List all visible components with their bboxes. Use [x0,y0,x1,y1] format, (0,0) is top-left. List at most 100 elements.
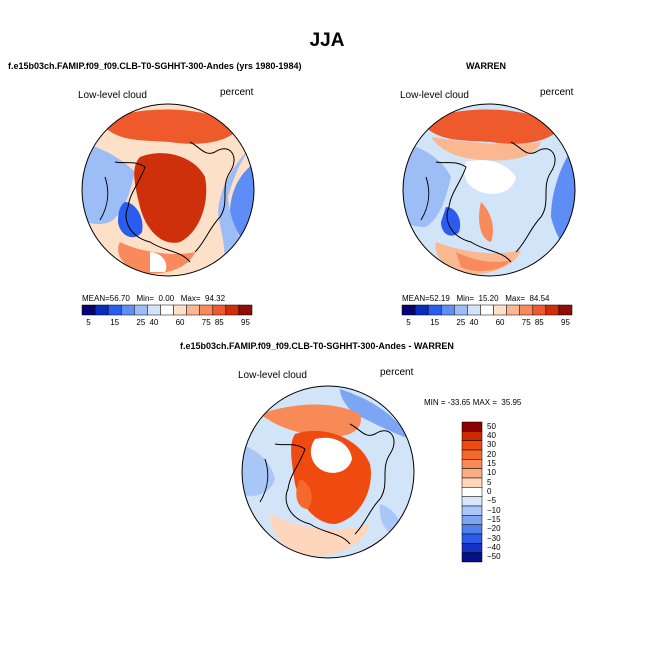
panel1-stats: MEAN=56.70 Min= 0.00 Max= 94.32 [82,294,226,303]
panel2-field-blue-west [403,142,451,227]
panel1-colorbar-box [199,304,214,316]
panel3-colorbar-tick-label: 30 [487,440,496,450]
panel1-colorbar-tick-label: 40 [149,318,159,327]
panel1-colorbar-box [134,304,148,316]
panel1-colorbar-box [225,304,240,316]
panel2-field-peach-top [431,137,541,161]
panel2-variable-label: Low-level cloud [400,90,469,101]
panel1-colorbar-tick-label: 25 [136,318,146,327]
panel3-colorbar-box [461,533,483,544]
panel3-colorbar-tick-label: −40 [487,543,501,552]
panel1-variable-label: Low-level cloud [78,90,147,101]
panel2-colorbar-box [480,304,494,316]
panel1-colorbar-box [107,304,122,316]
panel2-colorbar-box [545,304,560,316]
panel3-field-orange-north [260,404,361,437]
panel3-colorbar-box [461,552,483,563]
panel2-field-white-center [464,160,516,194]
panel3-colorbar-box [461,543,483,553]
panel3-colorbar-tick-label: 20 [487,449,496,459]
panel3-stats: MIN = -33.65 MAX = 35.95 [424,398,522,407]
panel3-colorbar-tick-label: −20 [487,524,501,534]
panel3-colorbar-box [461,496,483,507]
panel2-field-orange-bottom [456,252,511,272]
panel2-stats: MEAN=52.19 Min= 15.20 Max= 84.54 [402,294,550,303]
panel3-colorbar-box [461,468,483,479]
panel1-colorbar [81,304,253,316]
panel1-colorbar-tick-label: 85 [214,318,224,327]
panel1-subtitle: f.e15b03ch.FAMIP.f09_f09.CLB-T0-SGHHT-30… [8,61,302,71]
panel2-colorbar-tick-label: 95 [561,318,570,327]
panel3-colorbar-box [461,459,483,469]
panel1-colorbar-tick-label: 60 [175,318,185,327]
panel3-colorbar-tick-label: 40 [487,431,496,440]
panel3-colorbar-box [461,524,483,535]
panel3-colorbar-box [461,431,483,441]
panel3-colorbar-labels: 50 40 30 20 15 10 5 0 −5 −10 −15 −20 −30 −40 −50 [487,422,527,562]
panel2-colorbar-box [493,304,507,316]
panel3-colorbar-box [461,487,483,497]
panel1-field-blue-east-light [218,142,254,276]
panel1-colorbar-box [81,304,96,316]
panel2-colorbar-tick-label: 85 [534,318,544,327]
panel3-colorbar-tick-label: −5 [487,496,497,506]
panel2-colorbar-box [401,304,416,316]
panel3-colorbar [461,421,483,563]
panel2-colorbar-tick-label: 75 [521,318,531,327]
panel2-field-peach-strip [479,202,493,242]
panel2-colorbar-labels: 5 15 25 40 60 75 85 95 [402,318,572,328]
panel2-colorbar-box [414,304,429,316]
panel3-colorbar-tick-label: 0 [487,487,492,496]
panel1-colorbar-tick-label: 95 [241,318,250,327]
panel3-colorbar-box [461,449,483,460]
panel3-field-white-pole [310,437,352,473]
page-title: JJA [309,30,345,51]
panel1-colorbar-box [212,304,227,316]
panel3-colorbar-box [461,477,483,488]
panel3-field-blue-west [242,444,275,496]
panel2-colorbar-box [532,304,547,316]
panel1-field-red-top [100,109,240,144]
panel3-colorbar-box [461,440,483,451]
panel1-colorbar-tick-label: 15 [110,318,120,327]
panel1-colorbar-box [94,304,109,316]
panel3-colorbar-tick-label: −30 [487,533,501,543]
panel3-colorbar-tick-label: −50 [487,552,501,562]
panel2-colorbar-box [454,304,468,316]
panel3-coastline [259,423,395,545]
panel3-colorbar-box [461,505,483,516]
panel1-coastline [99,141,235,263]
panel3-colorbar-tick-label: 5 [487,477,492,487]
panel3-colorbar-tick-label: 10 [487,468,496,478]
panel3-colorbar-box [461,515,483,525]
panel1-field-red-center [134,153,207,243]
panel3-subtitle: f.e15b03ch.FAMIP.f09_f09.CLB-T0-SGHHT-30… [180,341,454,351]
panel2-field-blue-hudson [441,207,461,236]
panel3-variable-label: Low-level cloud [238,370,307,381]
panel2-colorbar-box [506,304,520,316]
panel3-polar-map [241,385,415,559]
panel3-units-label: percent [380,367,414,378]
panel1-colorbar-box [160,304,174,316]
panel1-colorbar-labels: 5 15 25 40 60 75 85 95 [82,318,252,328]
panel3-colorbar-tick-label: 50 [487,421,496,431]
panel1-colorbar-tick-label: 5 [86,318,91,327]
panel3-colorbar-tick-label: 15 [487,459,496,468]
panel3-colorbar-tick-label: −10 [487,505,501,515]
panel2-colorbar-box [467,304,481,316]
panel2-colorbar-box [440,304,455,316]
panel3-field-orange-spot [296,479,312,509]
panel2-field-red-top [421,109,561,144]
panel2-colorbar-tick-label: 25 [456,318,466,327]
panel2-polar-map [402,103,576,277]
panel2-colorbar [401,304,573,316]
panel1-colorbar-box [173,304,187,316]
panel1-colorbar-box [186,304,200,316]
panel1-colorbar-box [147,304,161,316]
panel2-subtitle: WARREN [466,61,506,71]
panel3-field-blue-northeast-light [340,389,410,439]
panel2-colorbar-tick-label: 5 [406,318,411,327]
panel2-colorbar-tick-label: 15 [430,318,440,327]
panel1-field-white-bits [150,252,167,272]
panel3-colorbar-box [461,421,483,432]
